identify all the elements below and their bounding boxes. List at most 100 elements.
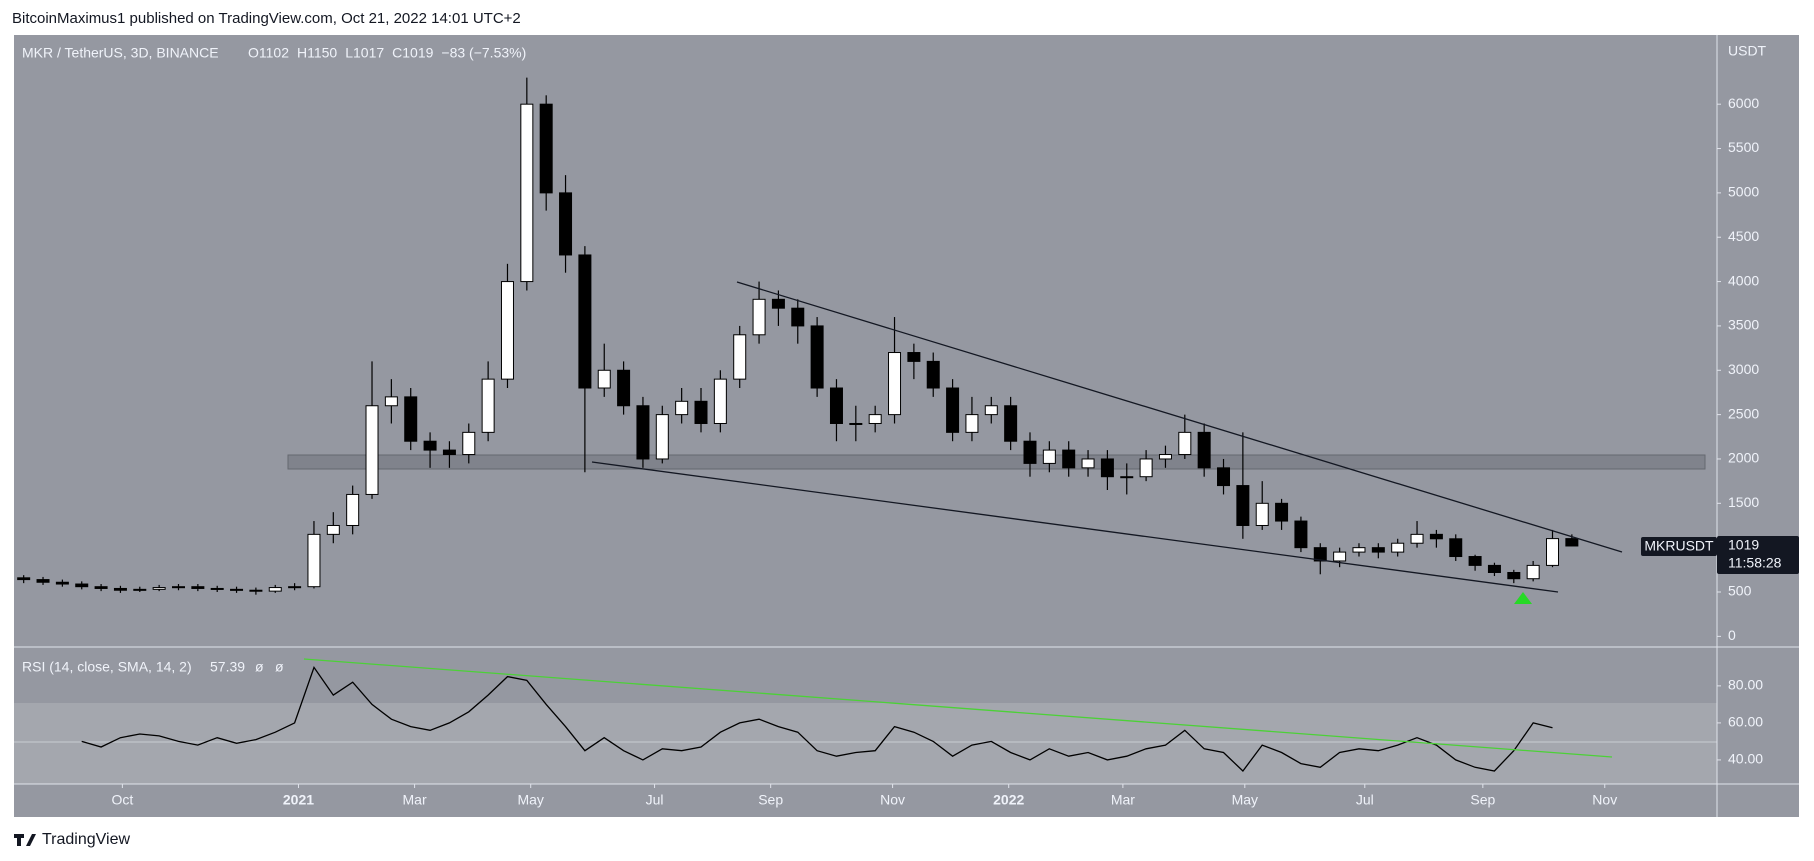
- candle-body: [442, 449, 456, 456]
- breakout-arrow: [1514, 592, 1532, 604]
- candle-body: [926, 360, 940, 389]
- candle-body: [713, 378, 727, 424]
- y-tick-label: 3500: [1728, 317, 1759, 333]
- candle-body: [1487, 564, 1501, 573]
- candle-body: [1255, 502, 1269, 526]
- candle-body: [694, 400, 708, 424]
- candle-body: [1391, 542, 1405, 553]
- ohlc-legend: O1102 H1150 L1017 C1019 −83 (−7.53%): [248, 45, 526, 61]
- rsi-tick-label: 60.00: [1728, 714, 1763, 730]
- candle-body: [1042, 449, 1056, 464]
- y-tick-label: 3000: [1728, 361, 1759, 377]
- candle-body: [578, 254, 592, 389]
- candle-body: [1062, 449, 1076, 469]
- x-tick-label: Mar: [1111, 792, 1135, 808]
- candle-body: [249, 589, 263, 592]
- candle-body: [1546, 538, 1560, 566]
- candle-body: [94, 586, 108, 589]
- price-tag-symbol: MKRUSDT: [1644, 538, 1714, 554]
- rsi-line: [81, 665, 1553, 772]
- price-tag-countdown: 11:58:28: [1728, 555, 1782, 571]
- ohlc-value: −83 (−7.53%): [441, 45, 526, 61]
- rsi-extra: ø: [275, 659, 284, 675]
- candle-body: [1294, 520, 1308, 549]
- price-tag-symbol-box: [1641, 536, 1717, 556]
- resistance-trendline: [736, 281, 1623, 553]
- x-tick-label: Nov: [1592, 792, 1617, 808]
- candle-body: [210, 587, 224, 590]
- x-tick-label: May: [517, 792, 543, 808]
- candle-body: [230, 588, 244, 591]
- y-tick-label: 2500: [1728, 405, 1759, 421]
- candle-body: [423, 440, 437, 451]
- candle-body: [1333, 551, 1347, 562]
- candle-body: [636, 405, 650, 460]
- rsi-extra: ø: [255, 659, 264, 675]
- x-tick-label: Nov: [880, 792, 905, 808]
- rsi-trendline: [303, 658, 1613, 758]
- price-tag-box: [1717, 535, 1799, 574]
- candle-body: [384, 396, 398, 407]
- candle-body: [191, 586, 205, 589]
- x-tick-label: Sep: [1470, 792, 1495, 808]
- ohlc-value: O1102: [248, 45, 289, 61]
- candle-body: [1100, 458, 1114, 478]
- price-tag-price: 1019: [1728, 537, 1759, 553]
- chart-background: [14, 35, 1799, 817]
- candle-body: [1565, 538, 1579, 547]
- x-tick-label: 2021: [283, 792, 314, 808]
- ohlc-value: H1150: [297, 45, 337, 61]
- candle-body: [965, 414, 979, 433]
- y-tick-label: 4500: [1728, 228, 1759, 244]
- x-tick-label: May: [1232, 792, 1258, 808]
- candle-body: [365, 405, 379, 495]
- y-tick-label: 0: [1728, 627, 1736, 643]
- candle-body: [907, 352, 921, 362]
- candle-body: [559, 192, 573, 256]
- candle-body: [481, 378, 495, 433]
- candle-body: [1139, 458, 1153, 478]
- x-tick-label: 2022: [993, 792, 1024, 808]
- candle-body: [1236, 485, 1250, 526]
- candle-body: [326, 524, 340, 535]
- symbol-title: MKR / TetherUS, 3D, BINANCE: [22, 45, 219, 61]
- candle-body: [810, 325, 824, 389]
- candle-body: [1429, 533, 1443, 540]
- candle-body: [849, 422, 863, 425]
- candle-body: [55, 581, 69, 585]
- candle-body: [597, 369, 611, 389]
- candle-body: [133, 588, 147, 591]
- y-tick-label: 2000: [1728, 450, 1759, 466]
- candle-body: [1197, 431, 1211, 469]
- candle-body: [500, 281, 514, 380]
- candle-body: [946, 387, 960, 433]
- ohlc-value: C1019: [392, 45, 433, 61]
- x-tick-label: Jul: [646, 792, 664, 808]
- x-tick-label: Mar: [403, 792, 427, 808]
- candle-body: [1158, 454, 1172, 460]
- marks-layer: [17, 77, 1579, 772]
- candle-body: [791, 307, 805, 327]
- candle-body: [462, 431, 476, 456]
- candle-body: [171, 586, 185, 589]
- y-tick-label: 4000: [1728, 272, 1759, 288]
- candle-body: [1526, 564, 1540, 580]
- y-tick-label: 5500: [1728, 139, 1759, 155]
- candle-body: [346, 493, 360, 526]
- candle-body: [307, 533, 321, 588]
- candle-body: [868, 414, 882, 424]
- candle-body: [1120, 476, 1134, 479]
- candle-body: [404, 396, 418, 442]
- candle-body: [1178, 431, 1192, 456]
- candle-body: [36, 579, 50, 583]
- candle-body: [75, 583, 89, 588]
- footer-logo: [14, 834, 36, 846]
- candle-body: [17, 577, 31, 581]
- x-tick-label: Oct: [111, 792, 133, 808]
- candle-body: [520, 103, 534, 283]
- candle-body: [1275, 502, 1289, 522]
- candle-body: [1468, 556, 1482, 566]
- rsi-tick-label: 40.00: [1728, 751, 1763, 767]
